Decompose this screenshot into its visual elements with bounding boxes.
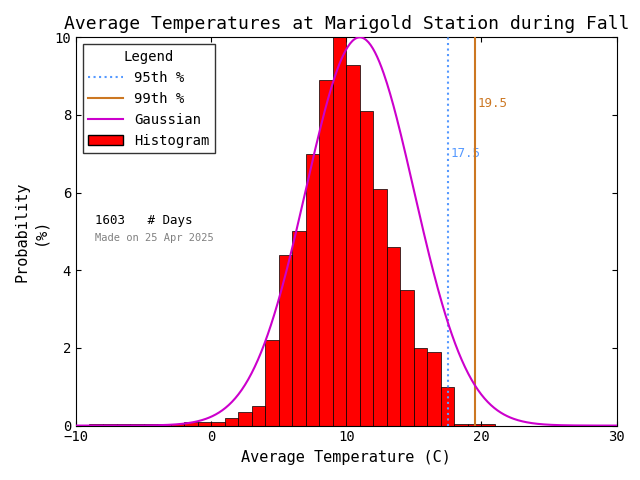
Bar	[428, 352, 441, 426]
Text: Made on 25 Apr 2025: Made on 25 Apr 2025	[95, 233, 214, 243]
Bar	[387, 247, 401, 426]
Gaussian	[365, 41, 373, 47]
Bar	[130, 424, 143, 426]
Bar	[211, 422, 225, 426]
Bar	[171, 424, 184, 426]
Bar	[265, 340, 278, 426]
Bar	[116, 424, 130, 426]
Gaussian	[395, 123, 403, 129]
Bar	[103, 424, 116, 426]
Bar	[225, 418, 238, 426]
X-axis label: Average Temperature (C): Average Temperature (C)	[241, 450, 451, 465]
95th %	[444, 423, 451, 429]
Bar	[360, 111, 373, 426]
Bar	[90, 424, 103, 426]
Bar	[278, 255, 292, 426]
99th %	[471, 384, 479, 390]
Bar	[454, 424, 468, 426]
Bar	[292, 231, 306, 426]
Title: Average Temperatures at Marigold Station during Fall: Average Temperatures at Marigold Station…	[63, 15, 629, 33]
Gaussian	[601, 423, 609, 429]
99th %	[471, 423, 479, 429]
Bar	[441, 387, 454, 426]
Text: 17.5: 17.5	[451, 147, 481, 160]
Bar	[157, 424, 171, 426]
Gaussian	[356, 35, 364, 40]
Bar	[481, 424, 495, 426]
Bar	[333, 37, 346, 426]
Bar	[184, 422, 198, 426]
Gaussian	[332, 71, 340, 76]
Gaussian	[72, 423, 80, 429]
Bar	[319, 80, 333, 426]
Bar	[143, 424, 157, 426]
Text: 19.5: 19.5	[477, 97, 508, 110]
Text: 1603   # Days: 1603 # Days	[95, 214, 193, 227]
95th %	[444, 384, 451, 390]
Bar	[401, 290, 414, 426]
Bar	[468, 424, 481, 426]
Bar	[306, 154, 319, 426]
Gaussian	[612, 423, 620, 429]
Gaussian	[329, 80, 337, 86]
Bar	[238, 412, 252, 426]
Line: Gaussian: Gaussian	[76, 37, 616, 426]
Gaussian	[516, 418, 524, 424]
Bar	[198, 422, 211, 426]
Y-axis label: Probability
(%): Probability (%)	[15, 181, 47, 282]
Bar	[414, 348, 428, 426]
Legend: 95th %, 99th %, Gaussian, Histogram: 95th %, 99th %, Gaussian, Histogram	[83, 44, 215, 153]
Bar	[373, 189, 387, 426]
Bar	[346, 64, 360, 426]
Bar	[252, 406, 265, 426]
